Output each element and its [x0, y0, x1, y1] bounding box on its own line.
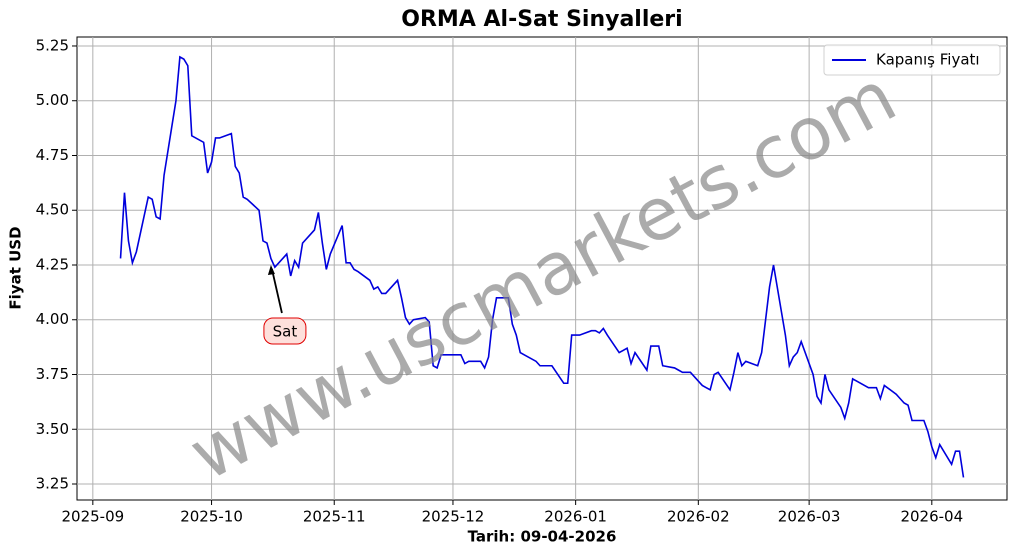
- legend-label: Kapanış Fiyatı: [876, 51, 980, 69]
- y-tick-label: 4.75: [36, 146, 69, 164]
- x-tick-label: 2025-09: [61, 508, 124, 526]
- annotation-arrow: [271, 268, 283, 314]
- y-tick-label: 4.00: [36, 310, 69, 328]
- y-tick-label: 4.25: [36, 255, 69, 273]
- chart-title: ORMA Al-Sat Sinyalleri: [401, 7, 682, 32]
- grid: 3.25 3.50 3.75 4.00 4.25 4.50 4.75 5.00 5.25 2025…: [36, 36, 1007, 526]
- price-line: [119, 55, 965, 478]
- x-tick-label: 2025-12: [422, 508, 485, 526]
- legend: Kapanış Fiyatı: [823, 44, 1001, 76]
- plot-frame: [76, 36, 1008, 501]
- y-axis-label: Fiyat USD: [7, 226, 25, 309]
- y-tick-label: 4.50: [36, 201, 69, 219]
- y-tick-label: 5.25: [36, 36, 69, 54]
- annotation-label: Sat: [273, 322, 298, 340]
- legend-box: [823, 44, 1001, 76]
- x-tick-label: 2026-04: [900, 508, 963, 526]
- x-tick-label: 2026-03: [778, 508, 841, 526]
- watermark: www.uscmarkets.com: [176, 54, 909, 497]
- annotation-arrowhead: [267, 264, 275, 275]
- x-tick-label: 2026-01: [544, 508, 607, 526]
- annotation-box: [263, 317, 307, 345]
- x-tick-label: 2025-10: [180, 508, 243, 526]
- marks: Sat: [119, 55, 965, 478]
- y-tick-label: 3.50: [36, 420, 69, 438]
- y-tick-label: 3.25: [36, 475, 69, 493]
- x-tick-label: 2026-02: [667, 508, 730, 526]
- x-tick-label: 2025-11: [303, 508, 366, 526]
- y-tick-label: 3.75: [36, 365, 69, 383]
- y-tick-label: 5.00: [36, 91, 69, 109]
- x-axis-label: Tarih: 09-04-2026: [468, 528, 617, 546]
